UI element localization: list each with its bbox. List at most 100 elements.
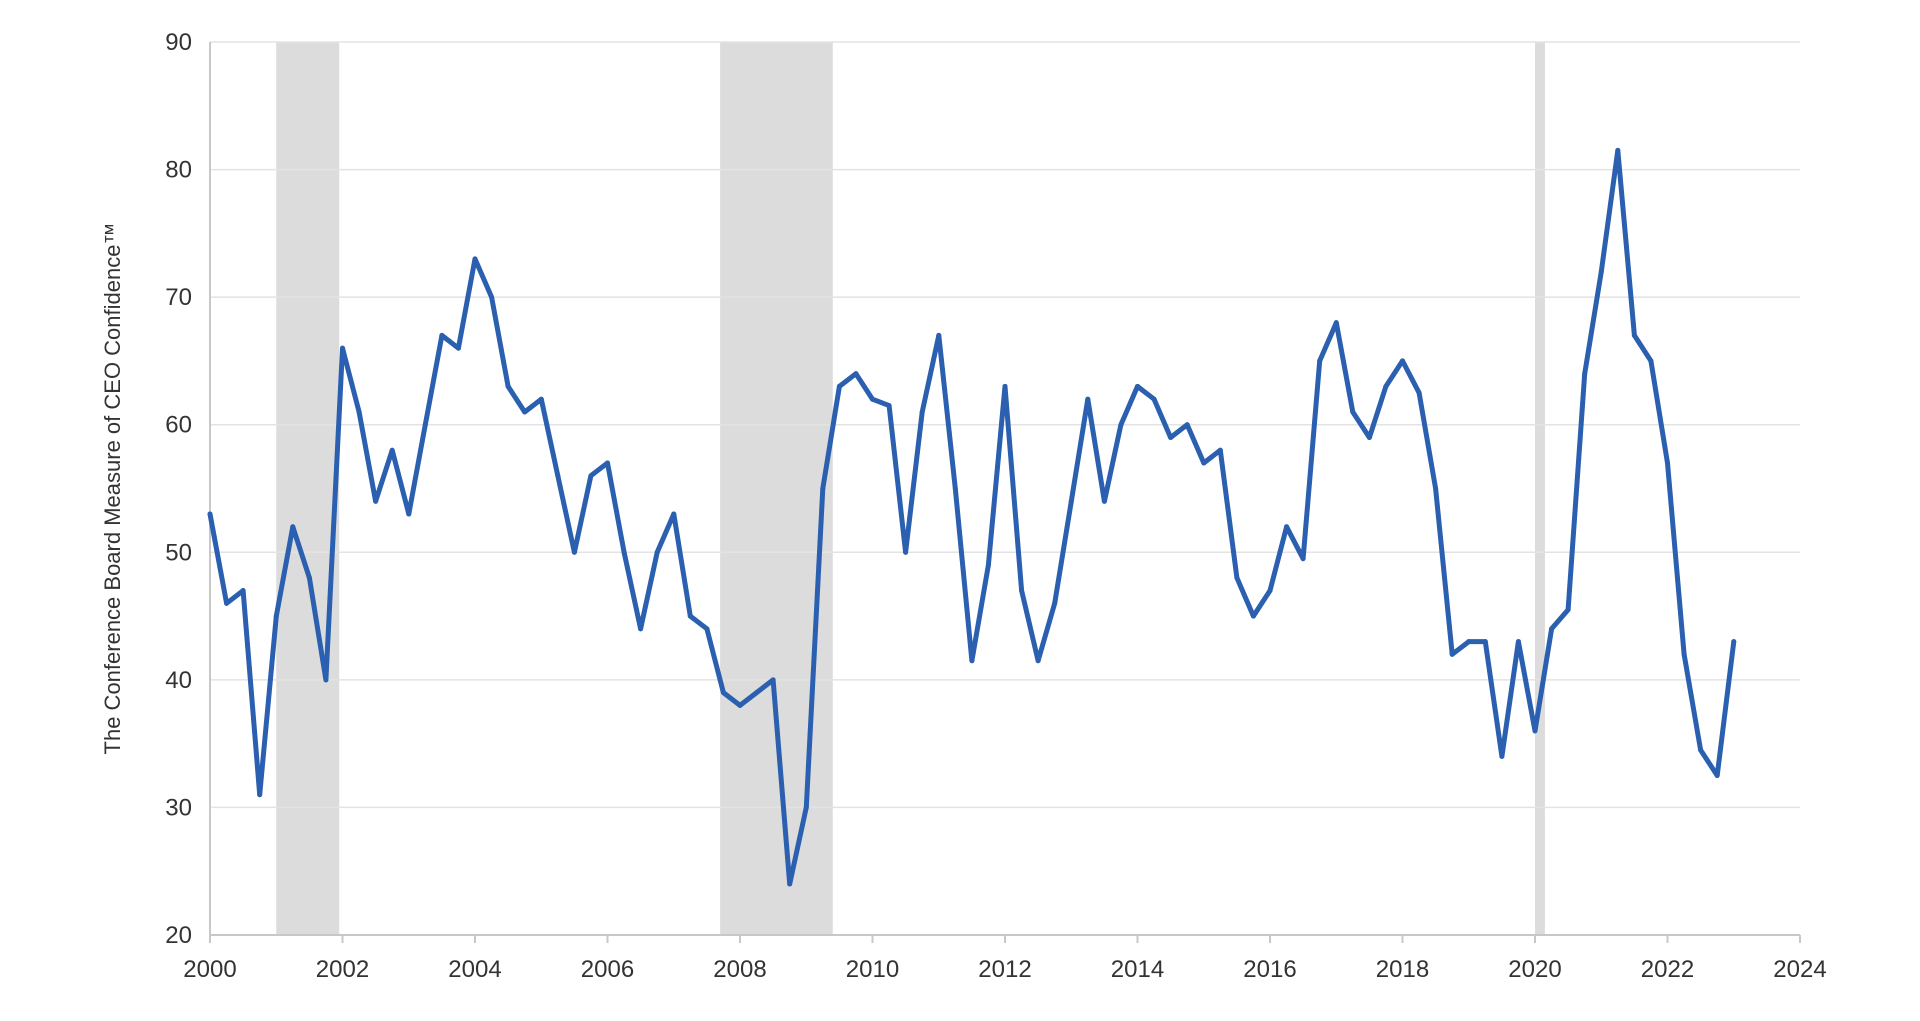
data-point	[1267, 588, 1273, 594]
data-point	[505, 383, 511, 389]
x-tick-label: 2008	[713, 956, 766, 983]
data-point	[555, 473, 561, 479]
data-point	[1416, 390, 1422, 396]
data-point	[754, 690, 760, 696]
data-point	[373, 498, 379, 504]
data-point	[1333, 320, 1339, 326]
x-tick-label: 2016	[1243, 956, 1296, 983]
data-point	[1515, 639, 1521, 645]
data-point	[439, 332, 445, 338]
data-point	[306, 575, 312, 581]
data-point	[1217, 447, 1223, 453]
y-tick-label: 20	[165, 922, 192, 949]
data-point	[422, 422, 428, 428]
x-tick-label: 2006	[581, 956, 634, 983]
recession-band-2	[720, 42, 833, 935]
x-tick-label: 2014	[1111, 956, 1164, 983]
data-point	[1648, 358, 1654, 364]
y-tick-label: 60	[165, 412, 192, 439]
data-point	[936, 332, 942, 338]
data-point	[1002, 383, 1008, 389]
x-tick-label: 2002	[316, 956, 369, 983]
data-point	[1201, 460, 1207, 466]
data-point	[836, 383, 842, 389]
data-point	[903, 549, 909, 555]
data-point	[1615, 147, 1621, 153]
data-point	[1151, 396, 1157, 402]
data-point	[704, 626, 710, 632]
x-tick-label: 2010	[846, 956, 899, 983]
data-point	[257, 792, 263, 798]
y-axis-title: The Conference Board Measure of CEO Conf…	[100, 223, 125, 755]
data-point	[1184, 422, 1190, 428]
x-tick-label: 2018	[1376, 956, 1429, 983]
data-point	[687, 613, 693, 619]
data-point	[969, 658, 975, 664]
data-point	[522, 409, 528, 415]
y-tick-label: 30	[165, 794, 192, 821]
data-point	[985, 562, 991, 568]
data-point	[1549, 626, 1555, 632]
data-point	[1482, 639, 1488, 645]
data-point	[1400, 358, 1405, 364]
data-point	[588, 473, 594, 479]
data-point	[654, 549, 660, 555]
x-tick-label: 2020	[1508, 956, 1561, 983]
data-point	[1284, 524, 1290, 530]
data-point	[1565, 607, 1571, 613]
data-point	[1598, 269, 1604, 275]
data-point	[1019, 588, 1025, 594]
y-tick-label: 70	[165, 284, 192, 311]
data-point	[870, 396, 875, 402]
data-point	[290, 524, 296, 530]
data-point	[737, 702, 743, 708]
data-point	[886, 403, 892, 409]
data-point	[919, 409, 925, 415]
data-point	[1449, 651, 1455, 657]
data-point	[1317, 358, 1323, 364]
data-point	[356, 409, 362, 415]
x-tick-label: 2012	[978, 956, 1031, 983]
data-point	[770, 677, 776, 683]
data-point	[1714, 773, 1720, 779]
data-point	[489, 294, 495, 300]
recession-bands	[276, 42, 1545, 935]
data-point	[1300, 556, 1306, 562]
x-tick-label: 2022	[1641, 956, 1694, 983]
data-point	[240, 588, 246, 594]
y-axis-ticks: 20 30 40 50 60 70 80 90	[165, 29, 192, 949]
data-point	[1433, 486, 1439, 491]
data-point	[1665, 460, 1670, 466]
data-point	[952, 486, 958, 491]
data-point	[1383, 383, 1389, 389]
data-point	[720, 690, 726, 696]
series-lines	[207, 147, 1737, 887]
gridlines	[210, 41, 1800, 809]
data-point	[1350, 409, 1356, 415]
data-point	[323, 677, 329, 683]
data-point	[406, 511, 412, 517]
data-point	[1068, 498, 1074, 504]
axes	[209, 42, 1800, 936]
data-point	[1118, 422, 1124, 428]
data-point	[472, 256, 478, 262]
data-point	[224, 600, 230, 606]
data-point	[605, 460, 610, 466]
x-tick-label: 2004	[448, 956, 501, 983]
data-point	[1135, 383, 1140, 389]
data-point	[1499, 753, 1505, 759]
data-point	[389, 447, 395, 453]
data-point	[1101, 498, 1107, 504]
x-axis-ticks: 2000 2002 2004 2006 2008 2010 2012 2014 2016 2018…	[183, 935, 1827, 983]
data-point	[671, 511, 677, 517]
data-point	[1681, 651, 1687, 657]
data-point	[455, 345, 461, 351]
data-point	[1698, 747, 1704, 753]
data-point	[571, 549, 577, 555]
recession-band-3	[1535, 42, 1545, 935]
data-point	[1366, 434, 1372, 440]
data-point	[1532, 728, 1538, 734]
data-point	[621, 549, 627, 555]
